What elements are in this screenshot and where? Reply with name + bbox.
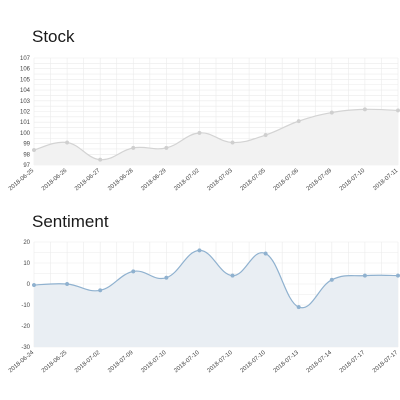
stock-x-tick-label: 2018-07-05 <box>240 168 268 193</box>
sentiment-data-point <box>395 273 400 278</box>
sentiment-series-line <box>33 249 399 309</box>
sentiment-y-axis: -30 -20 -10 0 10 20 <box>21 240 30 351</box>
sentiment-chart-title: Sentiment <box>32 212 109 231</box>
stock-x-tick-label: 2018-07-03 <box>206 168 234 193</box>
sentiment-x-tick-label: 2018-07-02 <box>74 350 102 375</box>
stock-data-point <box>296 119 301 124</box>
stock-data-point <box>362 107 367 112</box>
stock-x-tick-label: 2018-06-29 <box>140 168 168 193</box>
stock-y-tick-label: 101 <box>20 120 31 126</box>
stock-x-tick-label: 2018-07-06 <box>273 168 301 193</box>
sentiment-y-tick-label: 0 <box>27 282 31 288</box>
sentiment-data-point <box>263 251 268 256</box>
stock-x-axis: 2018-06-25 2018-06-26 2018-06-27 2018-06-28… <box>8 168 400 193</box>
stock-x-tick-label: 2018-06-28 <box>107 168 135 193</box>
stock-x-tick-label: 2018-07-02 <box>173 168 201 193</box>
stock-x-tick-label: 2018-07-10 <box>339 168 367 193</box>
sentiment-data-point <box>329 277 334 282</box>
stock-points <box>31 107 400 162</box>
sentiment-x-tick-label: 2018-07-10 <box>140 350 168 375</box>
stock-x-tick-label: 2018-07-09 <box>306 168 334 193</box>
stock-x-tick-label: 2018-06-27 <box>74 168 102 193</box>
stock-y-tick-label: 103 <box>20 99 31 105</box>
stock-y-tick-label: 102 <box>20 110 31 116</box>
stock-y-tick-label: 104 <box>20 88 31 94</box>
stock-data-point <box>164 145 169 150</box>
stock-x-tick-label: 2018-06-26 <box>41 168 69 193</box>
sentiment-y-tick-label: -10 <box>21 303 30 309</box>
sentiment-x-tick-label: 2018-07-13 <box>273 350 301 375</box>
stock-chart: 97 98 99 100 101 102 103 104 105 106 107 2018-06-25… <box>8 56 400 193</box>
sentiment-x-tick-label: 2018-07-09 <box>107 350 135 375</box>
sentiment-data-point <box>98 288 103 293</box>
stock-data-point <box>395 108 400 113</box>
stock-y-tick-label: 105 <box>20 77 31 83</box>
stock-y-axis: 97 98 99 100 101 102 103 104 105 106 107 <box>20 56 31 169</box>
sentiment-data-point <box>65 281 70 287</box>
sentiment-x-tick-label: 2018-06-24 <box>8 350 36 375</box>
sentiment-data-point <box>31 283 37 288</box>
stock-data-point <box>65 140 70 145</box>
stock-series-line <box>33 108 399 161</box>
stock-y-tick-label: 100 <box>20 131 31 137</box>
sentiment-x-tick-label: 2018-06-25 <box>41 350 69 375</box>
stock-data-point <box>329 110 334 115</box>
sentiment-x-tick-label: 2018-07-17 <box>339 350 367 375</box>
sentiment-x-tick-label: 2018-07-14 <box>306 350 334 375</box>
sentiment-x-axis: 2018-06-24 2018-06-25 2018-07-02 2018-07-09… <box>8 350 400 375</box>
sentiment-x-tick-label: 2018-07-10 <box>173 350 201 375</box>
sentiment-x-tick-label: 2018-07-17 <box>372 350 400 375</box>
stock-data-point <box>131 145 136 150</box>
sentiment-data-point <box>296 305 301 310</box>
sentiment-y-tick-label: -30 <box>21 345 30 351</box>
stock-y-tick-label: 106 <box>20 67 31 73</box>
stock-data-point <box>230 140 235 145</box>
stock-chart-panel: Stock 97 98 99 100 101 102 103 104 105 106 107 2018… <box>8 27 400 193</box>
stock-y-tick-label: 99 <box>23 142 30 148</box>
stock-x-tick-label: 2018-07-11 <box>372 168 400 192</box>
sentiment-y-tick-label: 20 <box>23 240 30 246</box>
stock-data-point <box>263 132 268 138</box>
sentiment-area-fill <box>34 250 398 347</box>
sentiment-y-tick-label: 10 <box>23 261 30 267</box>
stock-y-tick-label: 98 <box>23 152 30 158</box>
sentiment-data-point <box>131 269 136 274</box>
sentiment-data-point <box>197 248 202 253</box>
stock-x-tick-label: 2018-06-25 <box>8 168 36 193</box>
stock-data-point <box>98 157 103 162</box>
stock-chart-title: Stock <box>32 27 75 46</box>
sentiment-data-point <box>230 273 235 278</box>
stock-y-tick-label: 107 <box>20 56 31 62</box>
sentiment-data-point <box>164 275 169 280</box>
sentiment-points <box>31 248 400 310</box>
sentiment-y-tick-label: -20 <box>21 324 30 330</box>
sentiment-x-tick-label: 2018-07-10 <box>206 350 234 375</box>
sentiment-data-point <box>362 273 367 278</box>
sentiment-x-tick-label: 2018-07-10 <box>240 350 268 375</box>
stock-data-point <box>197 130 202 135</box>
stock-data-point <box>31 147 37 153</box>
sentiment-chart-panel: Sentiment -30 -20 -10 0 10 20 2018-06-24 2018-0… <box>0 200 400 400</box>
stock-y-tick-label: 97 <box>23 163 30 169</box>
